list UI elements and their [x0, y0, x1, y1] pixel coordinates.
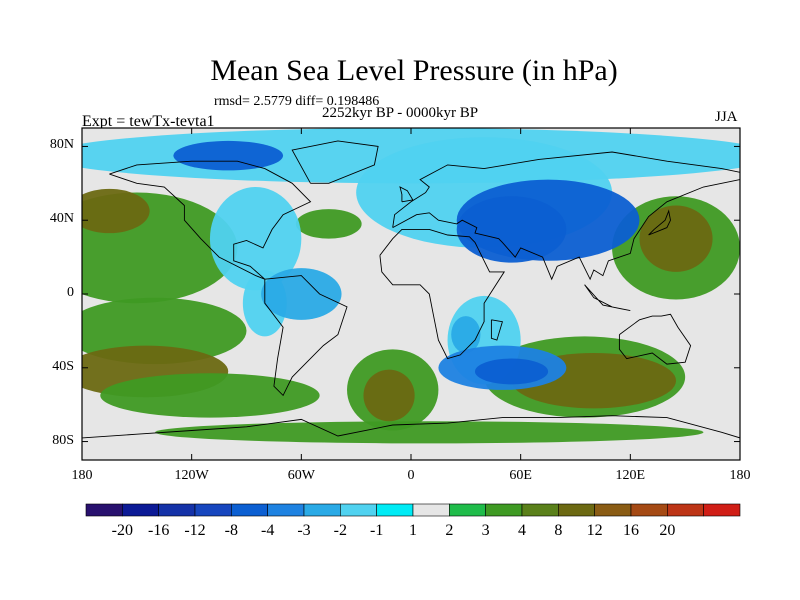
colorbar-label-6: -2 [334, 522, 347, 539]
x-tick-label-1: 120W [174, 468, 209, 483]
colorbar-swatch-15 [630, 503, 668, 517]
pressure-anomaly-17 [456, 196, 567, 263]
colorbar-label-1: -16 [148, 522, 169, 539]
colorbar-swatch-13 [558, 503, 595, 517]
coastline-6 [618, 313, 692, 365]
colorbar-label-13: 12 [587, 522, 603, 539]
colorbar-label-11: 4 [518, 522, 526, 539]
coastline-0 [109, 160, 312, 280]
colorbar-swatch-6 [303, 503, 341, 517]
coastline-4 [379, 228, 506, 360]
colorbar-label-4: -4 [261, 522, 274, 539]
colorbar-swatch-7 [340, 503, 377, 517]
colorbar-label-12: 8 [554, 522, 562, 539]
colorbar-label-3: -8 [225, 522, 238, 539]
pressure-anomaly-24 [474, 358, 549, 385]
y-tick-label-0: 80N [49, 137, 74, 153]
colorbar-label-8: 1 [409, 522, 417, 539]
colorbar-swatch-9 [412, 503, 450, 517]
pressure-anomaly-5 [295, 209, 362, 239]
colorbar-swatch-14 [594, 503, 632, 517]
coastline-10 [399, 186, 414, 203]
pressure-anomaly-11 [639, 205, 713, 272]
season-label: JJA [715, 109, 738, 125]
colorbar-label-0: -20 [112, 522, 133, 539]
colorbar-label-9: 2 [445, 522, 453, 539]
pressure-anomaly-12 [155, 421, 704, 444]
chart-title: Mean Sea Level Pressure (in hPa) [210, 54, 618, 87]
coastline-3 [392, 151, 740, 281]
colorbar-label-14: 16 [623, 522, 639, 539]
pressure-anomaly-1 [82, 188, 150, 234]
colorbar-swatch-2 [158, 503, 196, 517]
x-tick-label-0: 180 [71, 468, 93, 483]
period-label: 2252kyr BP - 0000kyr BP [322, 105, 479, 121]
pressure-anomaly-20 [261, 268, 342, 320]
colorbar-label-10: 3 [482, 522, 490, 539]
colorbar-swatch-17 [703, 503, 741, 517]
experiment-label: Expt = tewTx-tevta1 [82, 113, 215, 130]
coastline-9 [584, 284, 631, 312]
stats-label: rmsd= 2.5779 diff= 0.198486 [214, 94, 380, 109]
coastline-5 [490, 319, 503, 341]
colorbar-swatch-8 [376, 503, 414, 517]
colorbar-swatch-1 [122, 503, 159, 517]
colorbar-swatch-3 [194, 503, 232, 517]
x-tick-label-3: 0 [407, 468, 415, 483]
map-field-layer [82, 128, 740, 460]
y-tick-label-3: 40S [52, 358, 74, 374]
x-tick-label-2: 60W [287, 468, 315, 483]
colorbar-label-15: 20 [659, 522, 675, 539]
coastline-1 [264, 275, 348, 397]
colorbar-label-7: -1 [370, 522, 383, 539]
colorbar-swatch-16 [667, 503, 704, 517]
y-tick-label-4: 80S [52, 432, 74, 448]
colorbar-swatch-12 [521, 503, 559, 517]
colorbar-swatch-4 [231, 503, 268, 517]
pressure-anomaly-7 [363, 369, 415, 422]
colorbar-label-5: -3 [297, 522, 310, 539]
colorbar-swatch-11 [485, 503, 523, 517]
x-tick-label-5: 120E [615, 468, 646, 483]
colorbar-label-2: -12 [184, 522, 205, 539]
pressure-anomaly-4 [100, 373, 320, 418]
colorbar: -20 -16 -12 -8 -4 -3 -2 -1 1 2 3 4 8 12 16 20 [85, 503, 741, 539]
y-tick-label-2: 0 [67, 285, 74, 300]
coastline-8 [648, 209, 671, 236]
pressure-anomaly-14 [173, 140, 284, 171]
y-tick-label-1: 40N [49, 211, 74, 227]
colorbar-swatch-5 [267, 503, 305, 517]
colorbar-swatch-0 [85, 503, 123, 517]
coastlines [82, 140, 740, 439]
coastline-2 [291, 140, 379, 184]
x-tick-label-6: 180 [729, 468, 751, 483]
tick-marks [81, 128, 741, 460]
colorbar-swatch-10 [449, 503, 486, 517]
pressure-anomaly-22 [451, 316, 481, 354]
x-tick-label-4: 60E [509, 468, 532, 483]
coastline-7 [82, 415, 740, 439]
